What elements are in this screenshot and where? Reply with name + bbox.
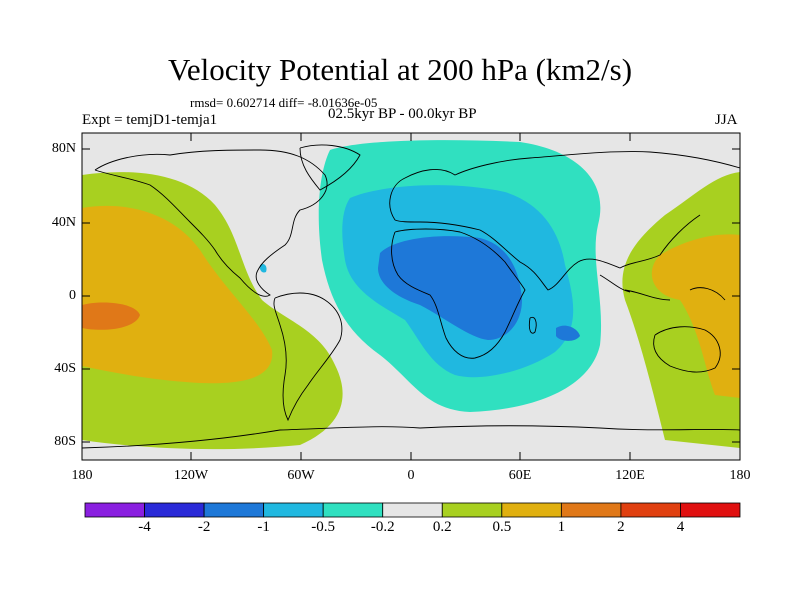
lon-label-120e: 120E	[615, 468, 645, 483]
lon-label-180w: 180	[71, 468, 93, 483]
coast-africa	[391, 228, 526, 359]
colorbar-label-3: -0.5	[311, 519, 336, 535]
contour-africa-strong	[378, 236, 522, 340]
coast-madagascar	[528, 316, 537, 334]
contour-indian-ocean-strong	[556, 325, 580, 341]
colorbar-swatch-1	[144, 502, 205, 518]
colorbar-swatch-7	[501, 502, 562, 518]
lat-label-80s: 80S	[54, 434, 76, 449]
colorbar-swatch-3	[263, 502, 324, 518]
colorbar-swatch-10	[680, 502, 741, 518]
colorbar	[84, 502, 741, 518]
lat-label-80n: 80N	[51, 141, 76, 156]
map-title: Velocity Potential at 200 hPa (km2/s)	[167, 52, 633, 87]
lat-label-40s: 40S	[54, 361, 76, 376]
colorbar-label-8: 2	[617, 519, 625, 535]
season-label: JJA	[715, 112, 738, 128]
contour-indopacific-mid	[651, 234, 740, 398]
colorbar-label-0: -4	[138, 519, 151, 535]
coastlines	[82, 144, 740, 449]
lon-label-60e: 60E	[508, 468, 532, 483]
contour-pacific-mid	[82, 205, 273, 384]
colorbar-swatch-6	[441, 502, 503, 518]
colorbar-swatch-4	[322, 502, 384, 518]
lon-ticks	[190, 133, 631, 460]
colorbar-swatch-8	[560, 502, 622, 518]
colorbar-swatch-5	[382, 502, 443, 518]
contour-pacific-strong	[82, 302, 140, 330]
lat-ticks	[82, 148, 740, 443]
coast-antarctica	[82, 425, 740, 449]
coast-europe-asia	[389, 151, 740, 291]
colorbar-label-7: 1	[557, 519, 566, 535]
lat-label-0: 0	[69, 288, 76, 303]
lon-label-60w: 60W	[287, 468, 315, 483]
colorbar-label-5: 0.2	[432, 519, 452, 535]
coast-north-america	[94, 149, 328, 297]
lon-label-120w: 120W	[173, 468, 209, 483]
colorbar-label-6: 0.5	[492, 519, 512, 535]
contour-caribbean-mid	[259, 263, 267, 273]
experiment-label: Expt = temjD1-temja1	[82, 112, 218, 128]
colorbar-label-4: -0.2	[370, 519, 395, 535]
lat-label-40n: 40N	[51, 215, 76, 230]
coast-indonesia	[599, 274, 726, 301]
colorbar-swatch-2	[203, 502, 265, 518]
colorbar-swatch-0	[84, 502, 145, 518]
period-label: 02.5kyr BP - 00.0kyr BP	[328, 106, 477, 122]
lon-label-0: 0	[407, 468, 415, 483]
coast-australia	[653, 326, 721, 373]
field-layer	[82, 133, 740, 460]
colorbar-label-2: -1	[257, 519, 270, 535]
coast-south-america	[273, 292, 343, 422]
stats-label: rmsd= 0.602714 diff= -8.01636e-05	[190, 95, 378, 110]
coast-greenland	[299, 144, 361, 191]
colorbar-swatch-9	[620, 502, 681, 518]
colorbar-label-1: -2	[197, 519, 211, 535]
lon-label-180e: 180	[729, 468, 751, 483]
colorbar-label-9: 4	[676, 519, 685, 535]
